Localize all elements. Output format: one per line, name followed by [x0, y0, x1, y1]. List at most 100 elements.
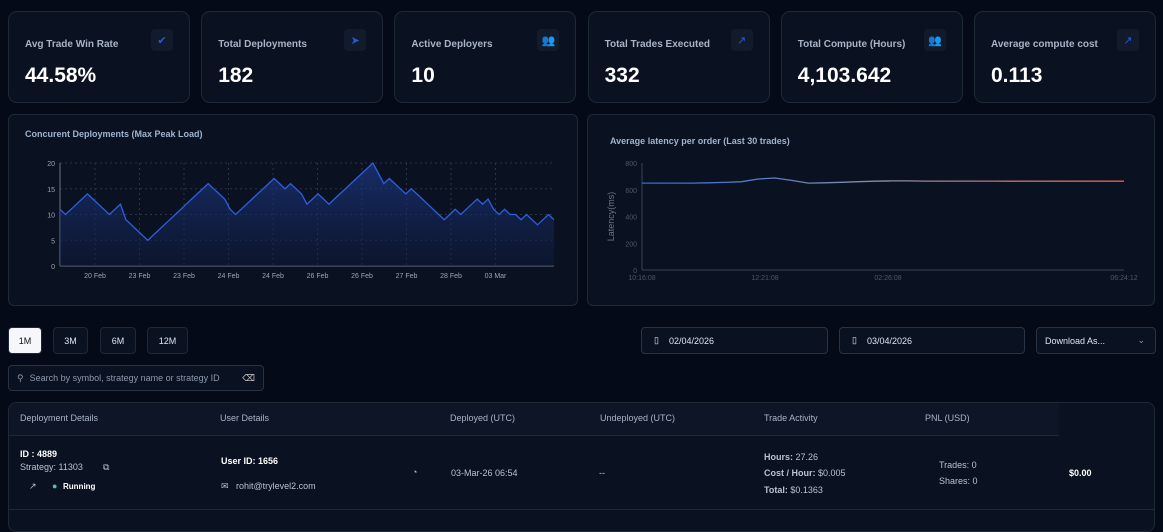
date-to-value: 03/04/2026 [866, 335, 912, 346]
col-trade-activity: Trade Activity [764, 413, 818, 423]
series-line [642, 177, 1124, 184]
x-tick-label: 26 Feb [351, 273, 373, 280]
chart-title: Concurent Deployments (Max Peak Load) [25, 129, 203, 139]
date-to-input[interactable]: ▯ 03/04/2026 [839, 327, 1025, 354]
range-3m-button[interactable]: 3M [53, 327, 88, 354]
stat-card: Total Trades Executed 332 ↗ [587, 11, 770, 103]
y-tick-label: 400 [625, 215, 637, 222]
x-tick-label: 28 Feb [440, 273, 462, 280]
stat-value: 182 [218, 64, 254, 87]
stat-card: Avg Trade Win Rate 44.58% ✔ [8, 11, 190, 103]
series-line [59, 161, 555, 242]
check-circle-icon: ✔ [151, 29, 173, 51]
y-tick-label: 15 [47, 187, 55, 194]
deployment-id: ID : 4889 [20, 449, 58, 459]
download-select[interactable]: Download As... ⌄ [1036, 327, 1156, 354]
stat-value: 332 [604, 64, 640, 87]
table-header [9, 403, 1059, 436]
trend-icon: ↗ [1117, 29, 1139, 51]
hours: Hours: 27.26 [764, 452, 819, 462]
strategy-id: Strategy: 11303 [20, 462, 83, 472]
range-6m-button[interactable]: 6M [100, 327, 136, 354]
col-deployed: Deployed (UTC) [450, 413, 516, 423]
trend-icon: ↗ [730, 29, 753, 51]
y-tick-label: 20 [47, 161, 55, 168]
status-dot-icon: ● [52, 481, 58, 491]
users-icon: 👥 [537, 29, 560, 51]
latency-panel: Average latency per order (Last 30 trade… [587, 114, 1155, 306]
y-tick-label: 10 [47, 213, 55, 220]
speed-icon[interactable]: ◔ [412, 467, 418, 477]
undeployed-time: -- [599, 468, 605, 478]
x-tick-label: 24 Feb [218, 273, 240, 280]
stat-card: Active Deployers 10 👥 [394, 11, 577, 103]
latency-chart: 0 200 400 600 800 10:16:08 12:21:08 02:26:08 06:… [606, 161, 1138, 282]
y-tick-label: 5 [51, 238, 55, 245]
date-from-value: 02/04/2026 [668, 335, 714, 346]
total-cost: Total: $0.1363 [764, 485, 823, 495]
stat-value: 44.58% [25, 64, 97, 87]
stat-label: Total Deployments [218, 39, 307, 50]
chart-title: Average latency per order (Last 30 trade… [610, 136, 790, 146]
x-tick-label: 24 Feb [262, 273, 284, 280]
x-tick-label: 26 Feb [307, 273, 329, 280]
range-1m-button[interactable]: 1M [8, 327, 42, 354]
x-tick-label: 03 Mar [485, 273, 507, 280]
x-tick-label: 10:16:08 [628, 275, 655, 282]
mail-icon: ✉ [221, 481, 229, 491]
deployments-table: Deployment Details User Details Deployed… [8, 402, 1155, 532]
status-badge: Running [63, 482, 96, 491]
user-email: rohit@trylevel2.com [236, 481, 316, 491]
stat-label: Active Deployers [411, 39, 493, 50]
calendar-icon: ▯ [852, 335, 857, 345]
col-user: User Details [220, 413, 270, 423]
stat-card: Total Compute (Hours) 4,103.642 👥 [780, 11, 963, 103]
y-tick-label: 0 [633, 268, 637, 275]
search-icon: ⚲ [17, 372, 24, 383]
concurrent-deployments-panel: Concurent Deployments (Max Peak Load) 0 5… [8, 114, 578, 306]
stat-value: 10 [411, 64, 435, 87]
table-row[interactable]: ID : 4889 Strategy: 11303 ⧉ ↗ ● Running … [9, 437, 1154, 510]
stat-label: Avg Trade Win Rate [25, 39, 119, 50]
y-tick-label: 0 [51, 264, 55, 271]
deployed-time: 03-Mar-26 06:54 [451, 468, 518, 478]
range-12m-button[interactable]: 12M [147, 327, 188, 354]
stat-label: Average compute cost [991, 39, 1098, 50]
stat-label: Total Compute (Hours) [797, 39, 906, 50]
x-tick-label: 23 Feb [173, 273, 195, 280]
stat-value: 0.113 [991, 64, 1043, 87]
col-pnl: PNL (USD) [925, 413, 970, 423]
col-deployment: Deployment Details [20, 413, 99, 423]
stat-card: Total Deployments 182 ➤ [201, 11, 384, 103]
stat-card: Average compute cost 0.113 ↗ [974, 11, 1156, 103]
x-tick-label: 02:26:08 [874, 275, 901, 282]
cost-per-hour: Cost / Hour: $0.005 [764, 468, 846, 478]
date-from-input[interactable]: ▯ 02/04/2026 [641, 327, 828, 354]
y-axis-label: Latency(ms) [606, 192, 616, 242]
stat-value: 4,103.642 [797, 64, 892, 87]
chevron-down-icon: ⌄ [1137, 335, 1145, 345]
y-tick-label: 800 [625, 161, 637, 168]
copy-icon[interactable]: ⧉ [103, 462, 110, 472]
x-tick-label: 23 Feb [129, 273, 151, 280]
send-icon: ➤ [344, 29, 367, 51]
calendar-icon: ▯ [654, 335, 659, 345]
x-tick-label: 06:24:12 [1110, 275, 1137, 282]
x-tick-label: 27 Feb [396, 273, 418, 280]
search-input[interactable]: ⚲ Search by symbol, strategy name or stra… [8, 365, 264, 391]
clear-icon[interactable]: ⌫ [242, 372, 255, 383]
y-tick-label: 200 [625, 241, 637, 248]
y-tick-label: 600 [625, 188, 637, 195]
x-tick-label: 20 Feb [84, 273, 106, 280]
x-tick-label: 12:21:08 [751, 275, 778, 282]
chart-icon[interactable]: ↗ [29, 481, 37, 491]
pnl-value: $0.00 [1069, 468, 1092, 478]
users-icon: 👥 [923, 29, 946, 51]
search-placeholder: Search by symbol, strategy name or strat… [29, 373, 220, 383]
col-undeployed: Undeployed (UTC) [600, 413, 676, 423]
shares-count: Shares: 0 [939, 476, 978, 486]
user-id: User ID: 1656 [221, 456, 279, 466]
stat-label: Total Trades Executed [604, 39, 710, 50]
area-fill [60, 163, 554, 266]
concurrent-deployments-chart: 0 5 10 15 20 20 Feb 23 Feb 23 Feb 24 Feb 24 Feb 26… [47, 161, 555, 280]
